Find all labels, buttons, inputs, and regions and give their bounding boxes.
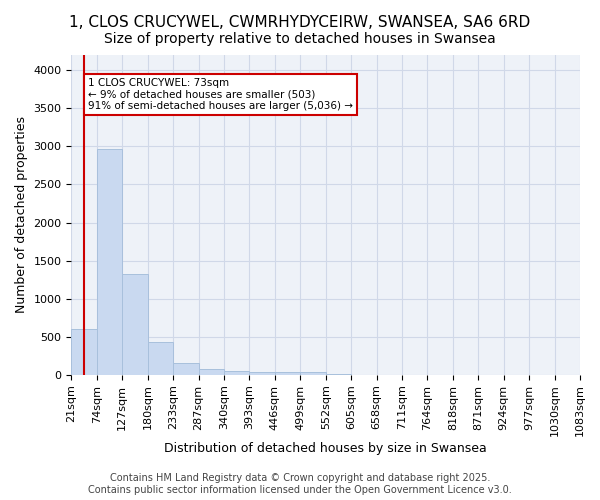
Bar [250, 372, 275, 375]
Bar [300, 372, 326, 375]
Bar [275, 372, 300, 375]
X-axis label: Distribution of detached houses by size in Swansea: Distribution of detached houses by size … [164, 442, 487, 455]
Text: 1 CLOS CRUCYWEL: 73sqm
← 9% of detached houses are smaller (503)
91% of semi-det: 1 CLOS CRUCYWEL: 73sqm ← 9% of detached … [88, 78, 353, 111]
Bar [71, 329, 97, 375]
Bar [224, 370, 250, 375]
Text: 1, CLOS CRUCYWEL, CWMRHYDYCEIRW, SWANSEA, SA6 6RD: 1, CLOS CRUCYWEL, CWMRHYDYCEIRW, SWANSEA… [70, 15, 530, 30]
Bar [97, 148, 122, 375]
Y-axis label: Number of detached properties: Number of detached properties [15, 116, 28, 314]
Text: Contains HM Land Registry data © Crown copyright and database right 2025.
Contai: Contains HM Land Registry data © Crown c… [88, 474, 512, 495]
Bar [326, 374, 351, 375]
Text: Size of property relative to detached houses in Swansea: Size of property relative to detached ho… [104, 32, 496, 46]
Bar [148, 342, 173, 375]
Bar [173, 362, 199, 375]
Bar [122, 274, 148, 375]
Bar [199, 369, 224, 375]
